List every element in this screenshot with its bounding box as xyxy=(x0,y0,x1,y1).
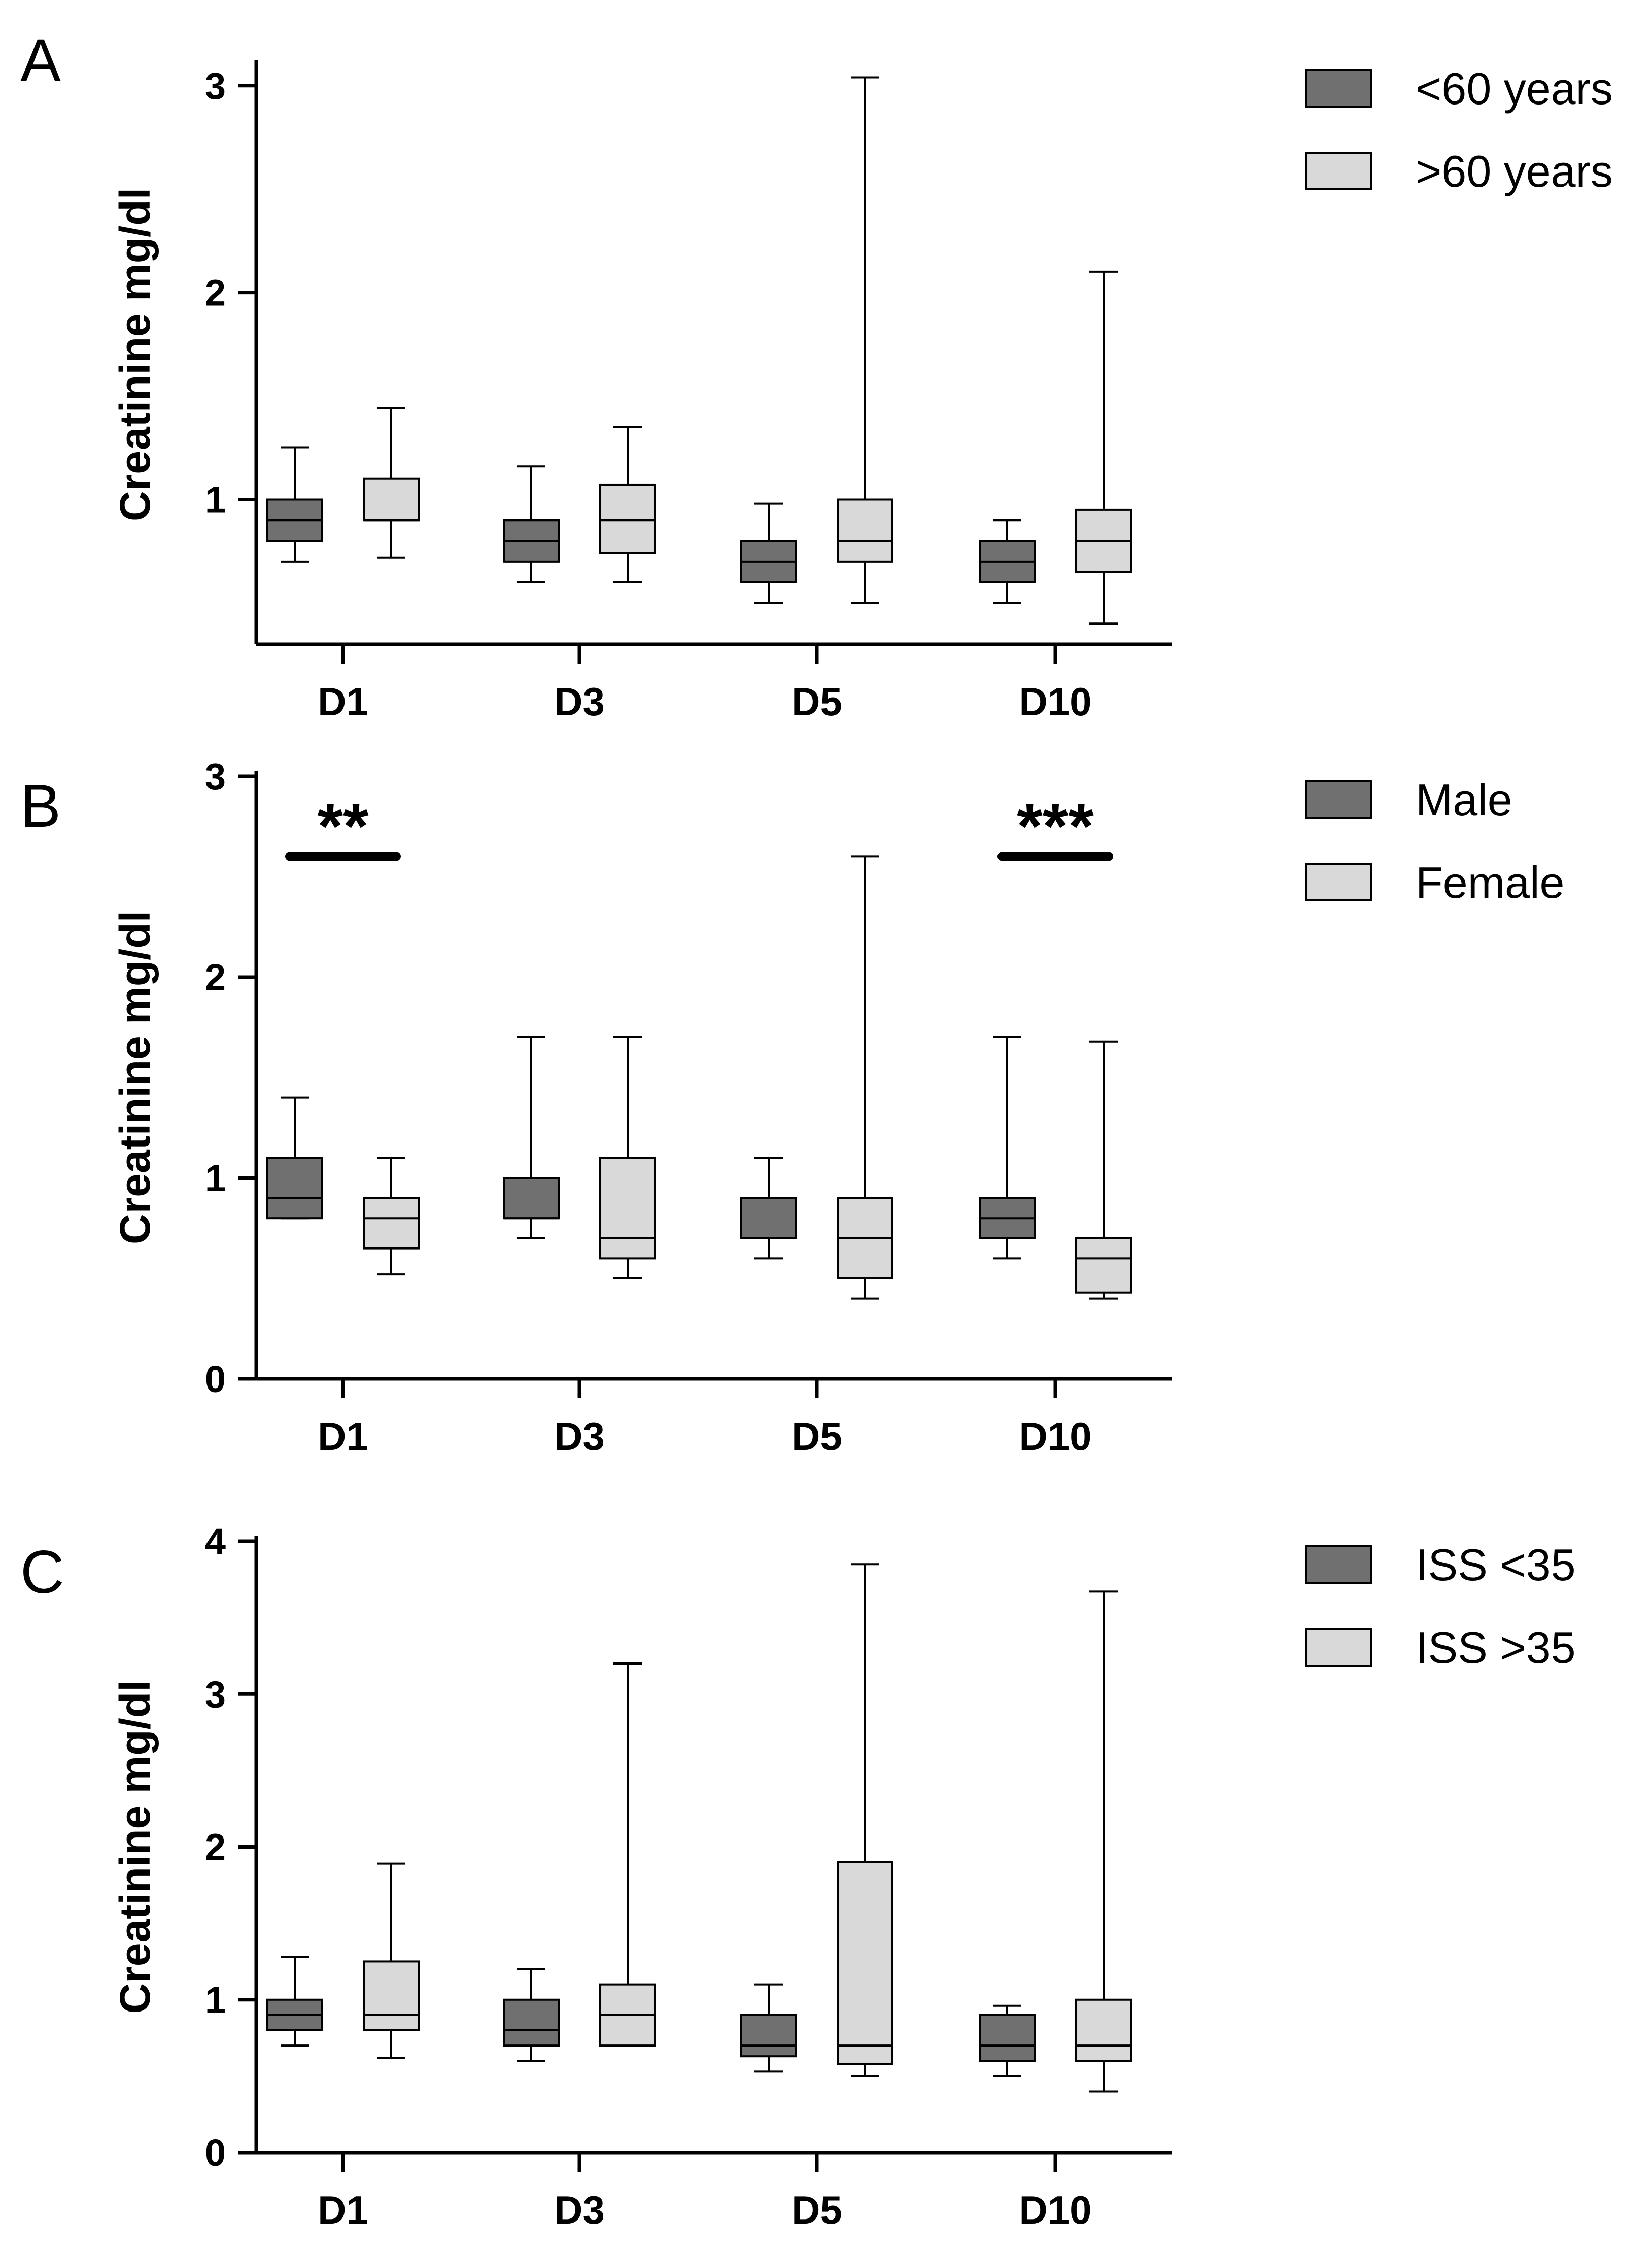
legend-label: ISS <35 xyxy=(1416,1540,1576,1590)
box-plot xyxy=(599,1036,656,1279)
legend: Male Female xyxy=(1305,775,1564,908)
box-iqr xyxy=(1075,1237,1132,1294)
y-tick-label: 3 xyxy=(205,1673,226,1715)
box-plot xyxy=(1075,1040,1132,1300)
y-tick-label: 2 xyxy=(205,272,226,314)
panel-letter: A xyxy=(20,26,61,94)
legend-label: >60 years xyxy=(1416,146,1613,196)
legend-swatch xyxy=(1305,1545,1372,1584)
x-category-label: D5 xyxy=(791,1414,842,1459)
box-plot xyxy=(979,2004,1036,2077)
legend-label: Female xyxy=(1416,857,1564,908)
box-plot xyxy=(599,1662,656,2047)
box-plot xyxy=(1075,270,1132,625)
box-plot xyxy=(979,1036,1036,1260)
x-category-label: D10 xyxy=(1019,679,1091,724)
box-iqr xyxy=(363,1197,420,1250)
y-tick-label: 1 xyxy=(205,479,226,521)
box-iqr xyxy=(837,1861,893,2065)
box-plot xyxy=(503,465,560,583)
panel-letter: B xyxy=(20,772,61,840)
box-plot xyxy=(837,76,893,604)
legend: <60 years >60 years xyxy=(1305,63,1613,196)
x-category-label: D1 xyxy=(318,679,368,724)
box-plot xyxy=(1075,1590,1132,2093)
box-plot xyxy=(740,1983,797,2073)
x-category-label: D10 xyxy=(1019,2188,1091,2232)
legend-swatch xyxy=(1305,152,1372,190)
x-category-label: D1 xyxy=(318,1414,368,1459)
box-plot xyxy=(266,1956,323,2047)
box-plot xyxy=(363,1862,420,2059)
y-tick-label: 2 xyxy=(205,956,226,998)
box-iqr xyxy=(1075,1998,1132,2062)
box-iqr xyxy=(266,1157,323,1220)
x-category-label: D10 xyxy=(1019,1414,1091,1459)
y-tick-label: 0 xyxy=(205,2132,226,2174)
x-category-label: D5 xyxy=(791,679,842,724)
box-iqr xyxy=(979,2014,1036,2062)
box-plot xyxy=(740,502,797,604)
legend-swatch xyxy=(1305,69,1372,108)
x-category-label: D3 xyxy=(554,2188,605,2232)
y-tick-label: 3 xyxy=(205,65,226,107)
y-tick-label: 4 xyxy=(205,1520,226,1563)
x-category-label: D5 xyxy=(791,2188,842,2232)
x-category-label: D1 xyxy=(318,2188,368,2232)
y-tick-label: 3 xyxy=(205,755,226,797)
y-tick-label: 1 xyxy=(205,1157,226,1199)
box-iqr xyxy=(503,1998,560,2047)
box-iqr xyxy=(740,2014,797,2058)
box-plot xyxy=(266,1096,323,1220)
x-category-label: D3 xyxy=(554,679,605,724)
box-iqr xyxy=(740,1197,797,1239)
box-plot xyxy=(363,407,420,559)
y-tick-label: 0 xyxy=(205,1358,226,1400)
box-iqr xyxy=(503,1177,560,1220)
box-plot xyxy=(503,1036,560,1239)
significance-label: *** xyxy=(1017,789,1094,863)
legend-swatch xyxy=(1305,863,1372,901)
y-tick-label: 1 xyxy=(205,1979,226,2021)
box-iqr xyxy=(599,483,656,554)
legend-label: ISS >35 xyxy=(1416,1622,1576,1673)
box-plot xyxy=(837,1563,893,2077)
legend-label: Male xyxy=(1416,775,1512,825)
legend: ISS <35 ISS >35 xyxy=(1305,1540,1576,1673)
box-plot xyxy=(979,519,1036,604)
x-category-label: D3 xyxy=(554,1414,605,1459)
legend-swatch xyxy=(1305,780,1372,819)
box-iqr xyxy=(599,1157,656,1260)
box-plot xyxy=(740,1157,797,1260)
y-axis-title: Creatinine mg/dl xyxy=(111,1680,159,2014)
box-iqr xyxy=(837,498,893,563)
box-plot xyxy=(599,426,656,583)
box-iqr xyxy=(363,477,420,522)
panel-letter: C xyxy=(20,1538,64,1606)
box-plot xyxy=(503,1968,560,2062)
box-plot xyxy=(837,855,893,1300)
y-tick-label: 2 xyxy=(205,1826,226,1868)
box-iqr xyxy=(363,1960,420,2031)
legend-swatch xyxy=(1305,1628,1372,1667)
y-axis-title: Creatinine mg/dl xyxy=(111,911,159,1244)
panel-a: A 1 2 3 Creatinine mg/dl D1 D3 D5 D10 <60 years >6… xyxy=(20,26,1613,724)
y-axis-title: Creatinine mg/dl xyxy=(111,188,159,522)
legend-label: <60 years xyxy=(1416,63,1613,114)
significance-label: ** xyxy=(317,789,369,863)
box-plot xyxy=(363,1157,420,1276)
box-plot xyxy=(266,446,323,563)
